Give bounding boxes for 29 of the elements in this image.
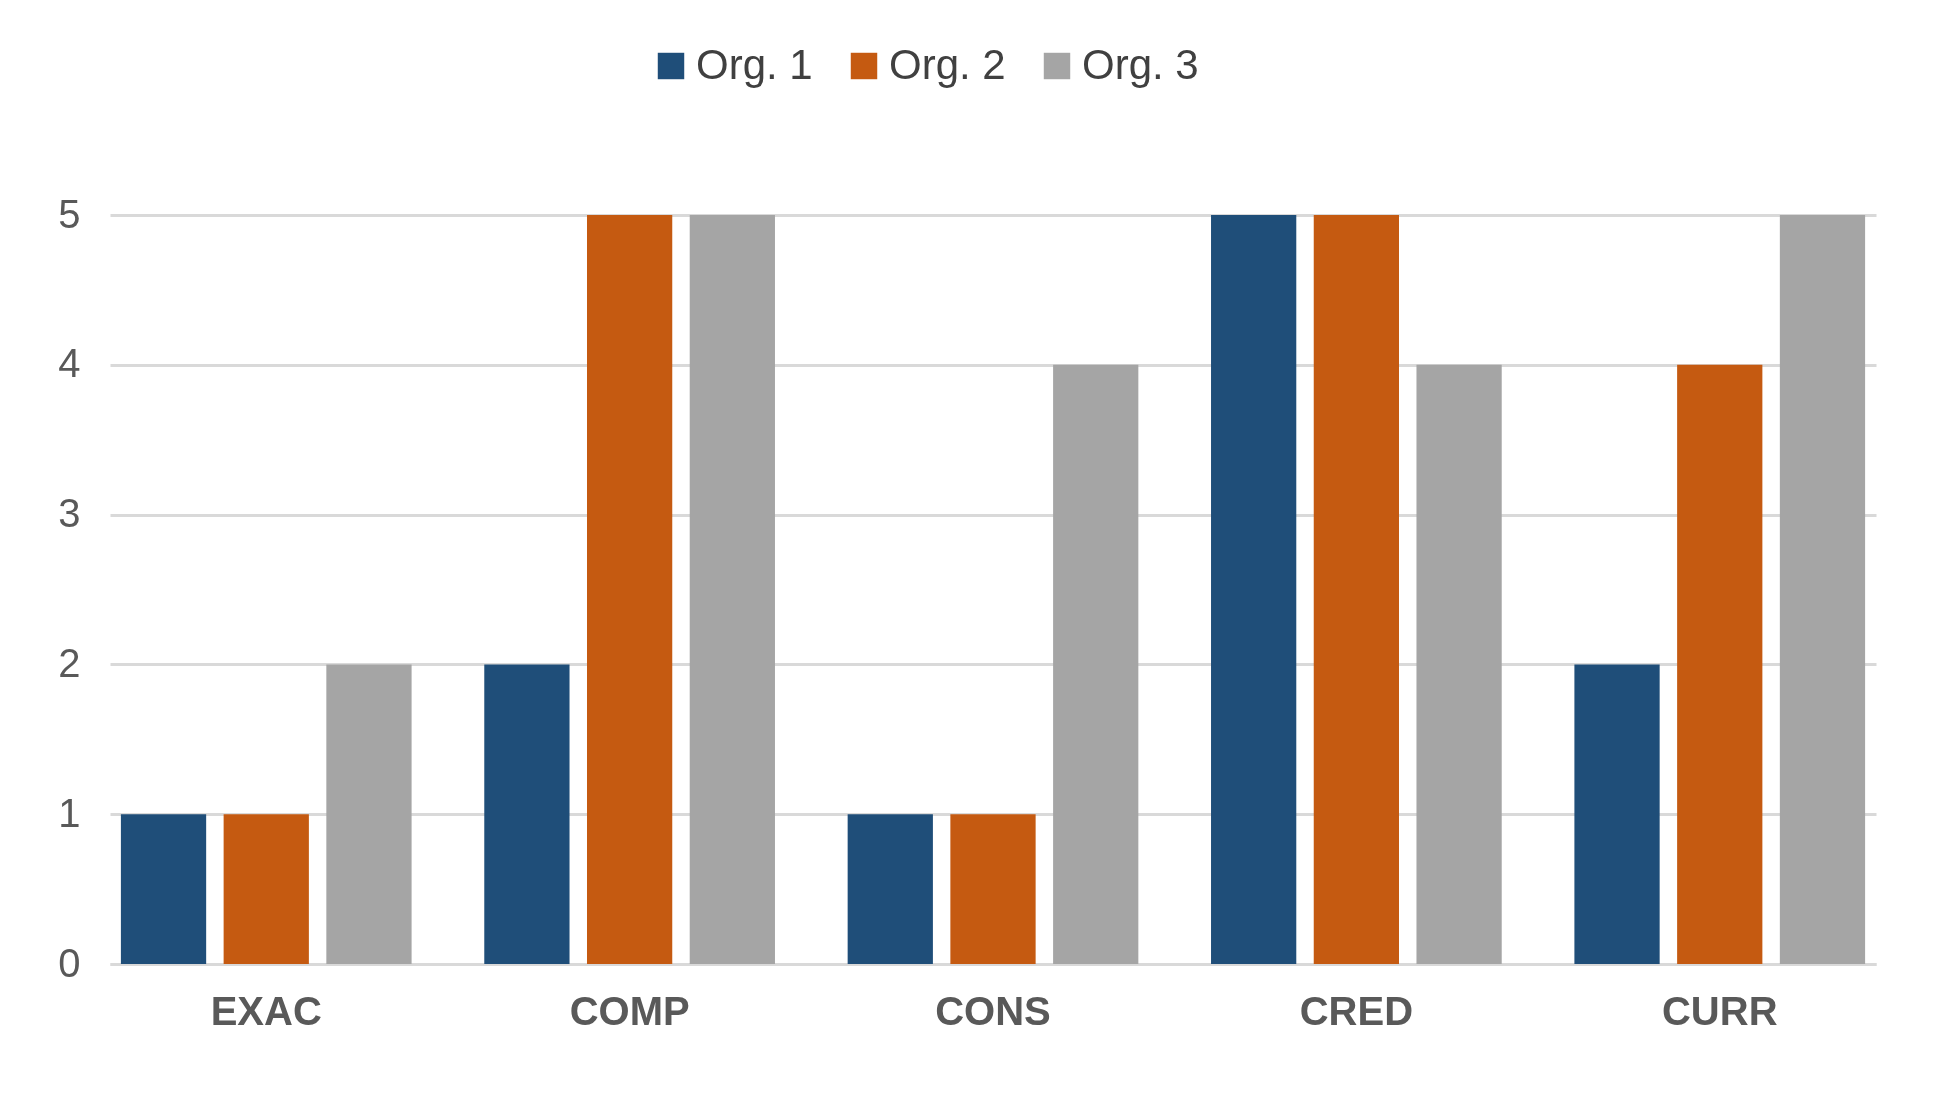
- y-tick-label: 4: [58, 341, 81, 386]
- bar: [689, 215, 775, 964]
- legend-label: Org. 1: [696, 41, 813, 88]
- bar: [326, 664, 412, 964]
- bar: [847, 814, 933, 964]
- bar: [1574, 664, 1660, 964]
- legend-label: Org. 3: [1082, 41, 1199, 88]
- bar: [120, 814, 207, 964]
- bar: [1677, 364, 1763, 964]
- x-tick-label: CONS: [935, 988, 1051, 1033]
- legend-label: Org. 2: [889, 41, 1006, 88]
- bar: [223, 814, 309, 964]
- y-tick-label: 2: [58, 640, 81, 685]
- y-tick-label: 1: [58, 790, 81, 835]
- y-tick-label: 5: [58, 191, 81, 236]
- x-tick-label: CRED: [1299, 988, 1414, 1033]
- bar: [484, 664, 570, 964]
- bar: [950, 814, 1036, 964]
- x-tick-label: CURR: [1661, 988, 1778, 1033]
- bar: [1211, 215, 1297, 964]
- bar: [1313, 215, 1399, 964]
- y-tick-label: 3: [58, 491, 81, 536]
- bar: [1779, 215, 1866, 964]
- bar: [1053, 364, 1139, 964]
- y-tick-label: 0: [58, 940, 81, 985]
- bar: [587, 215, 673, 964]
- x-tick-label: EXAC: [210, 988, 322, 1033]
- bar: [1416, 364, 1502, 964]
- x-tick-label: COMP: [569, 988, 690, 1033]
